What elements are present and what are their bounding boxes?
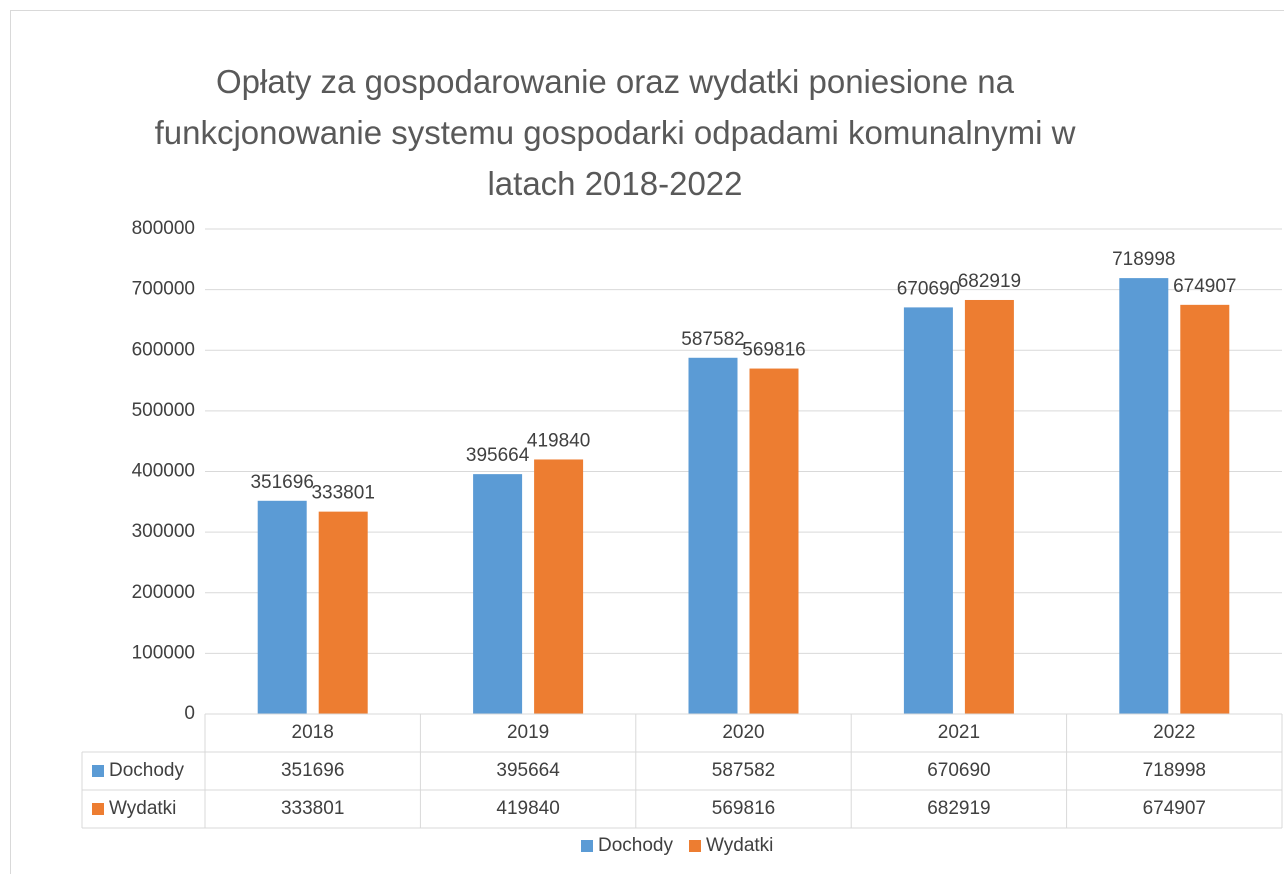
table-cell: 587582 bbox=[712, 760, 775, 781]
table-cell: 351696 bbox=[281, 760, 344, 781]
bar bbox=[903, 307, 953, 714]
y-tick-label: 600000 bbox=[132, 339, 195, 360]
chart-title: Opłaty za gospodarowanie oraz wydatki po… bbox=[154, 63, 1076, 202]
y-tick-label: 0 bbox=[184, 703, 195, 724]
bar bbox=[257, 500, 307, 714]
table-cell: 333801 bbox=[281, 798, 344, 819]
table-series-name: Dochody bbox=[109, 760, 184, 781]
legend-key bbox=[689, 840, 701, 852]
data-label: 718998 bbox=[1112, 249, 1175, 270]
x-tick-label: 2021 bbox=[938, 722, 980, 743]
x-tick-label: 2019 bbox=[507, 722, 549, 743]
y-tick-label: 200000 bbox=[132, 582, 195, 603]
data-label: 569816 bbox=[742, 340, 805, 361]
bar bbox=[1180, 304, 1230, 714]
y-tick-label: 400000 bbox=[132, 461, 195, 482]
legend-key bbox=[92, 765, 104, 777]
y-tick-label: 300000 bbox=[132, 521, 195, 542]
y-tick-label: 500000 bbox=[132, 400, 195, 421]
table-series-name: Wydatki bbox=[109, 798, 176, 819]
bar bbox=[318, 511, 368, 714]
x-tick-label: 2022 bbox=[1153, 722, 1195, 743]
table-cell: 718998 bbox=[1143, 760, 1206, 781]
table-cell: 419840 bbox=[496, 798, 559, 819]
bar bbox=[473, 474, 523, 714]
legend-key bbox=[92, 803, 104, 815]
bar bbox=[964, 299, 1014, 714]
data-label: 419840 bbox=[527, 430, 590, 451]
x-tick-label: 2018 bbox=[292, 722, 334, 743]
table-cell: 670690 bbox=[927, 760, 990, 781]
y-tick-label: 100000 bbox=[132, 642, 195, 663]
table-cell: 674907 bbox=[1143, 798, 1206, 819]
chart-border bbox=[10, 10, 1284, 874]
data-label: 670690 bbox=[897, 278, 960, 299]
table-cell: 395664 bbox=[496, 760, 560, 781]
legend-label: Wydatki bbox=[706, 835, 773, 856]
data-label: 587582 bbox=[681, 329, 744, 350]
y-tick-label: 700000 bbox=[132, 279, 195, 300]
data-label: 333801 bbox=[311, 483, 374, 504]
y-tick-label: 800000 bbox=[132, 218, 195, 239]
table-cell: 682919 bbox=[927, 798, 990, 819]
legend-label: Dochody bbox=[598, 835, 673, 856]
x-tick-label: 2020 bbox=[722, 722, 764, 743]
bar bbox=[1119, 278, 1169, 714]
legend-key bbox=[581, 840, 593, 852]
bar bbox=[688, 357, 738, 714]
table-cell: 569816 bbox=[712, 798, 775, 819]
data-label: 351696 bbox=[250, 472, 313, 493]
bar bbox=[534, 459, 584, 714]
data-label: 682919 bbox=[958, 271, 1021, 292]
data-label: 674907 bbox=[1173, 276, 1236, 297]
data-label: 395664 bbox=[466, 445, 530, 466]
bar bbox=[749, 368, 799, 714]
